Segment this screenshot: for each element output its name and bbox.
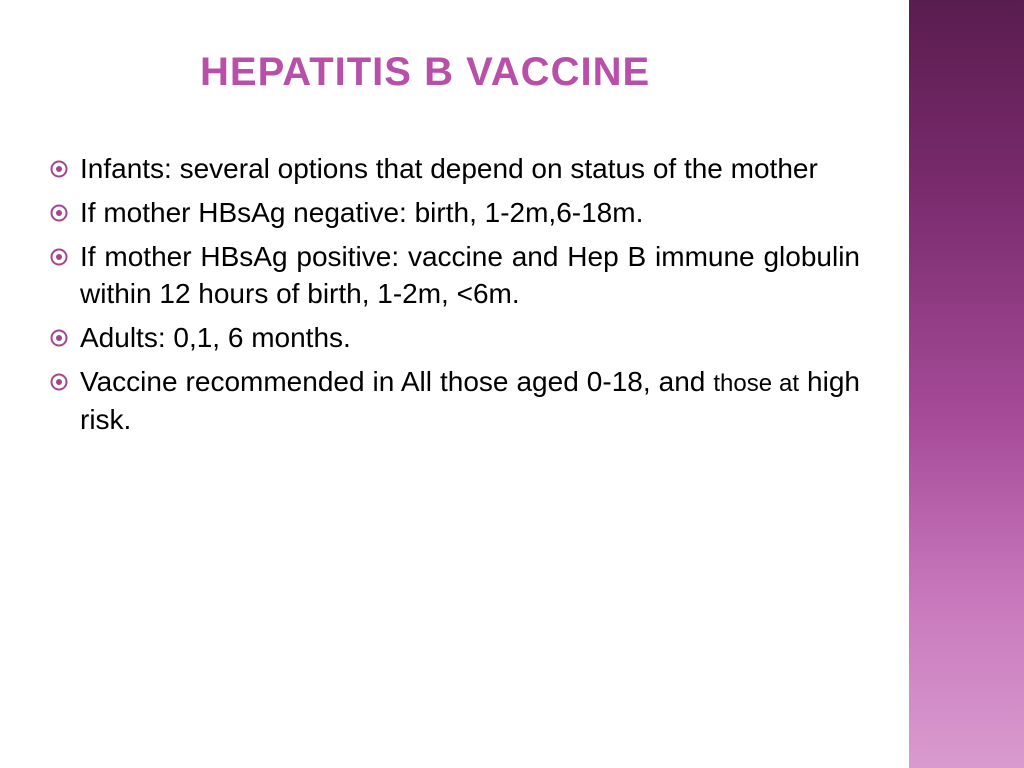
- list-item: If mother HBsAg negative: birth, 1-2m,6-…: [50, 194, 860, 232]
- bullet-list: Infants: several options that depend on …: [50, 150, 860, 445]
- slide: HEPATITIS B VACCINE Infants: several opt…: [0, 0, 1024, 768]
- list-item-text: Infants: several options that depend on …: [80, 150, 860, 188]
- list-item-text: If mother HBsAg positive: vaccine and He…: [80, 238, 860, 314]
- list-item-text: Adults: 0,1, 6 months.: [80, 319, 860, 357]
- list-item-text: Vaccine recommended in All those aged 0-…: [80, 363, 860, 439]
- bullet-icon: [50, 160, 68, 178]
- list-item: Infants: several options that depend on …: [50, 150, 860, 188]
- list-item: If mother HBsAg positive: vaccine and He…: [50, 238, 860, 314]
- slide-title: HEPATITIS B VACCINE: [200, 50, 650, 95]
- bullet-icon: [50, 329, 68, 347]
- bullet-icon: [50, 204, 68, 222]
- list-item: Adults: 0,1, 6 months.: [50, 319, 860, 357]
- side-gradient-band: [909, 0, 1024, 768]
- bullet-icon: [50, 248, 68, 266]
- bullet-icon: [50, 373, 68, 391]
- list-item-text: If mother HBsAg negative: birth, 1-2m,6-…: [80, 194, 860, 232]
- list-item: Vaccine recommended in All those aged 0-…: [50, 363, 860, 439]
